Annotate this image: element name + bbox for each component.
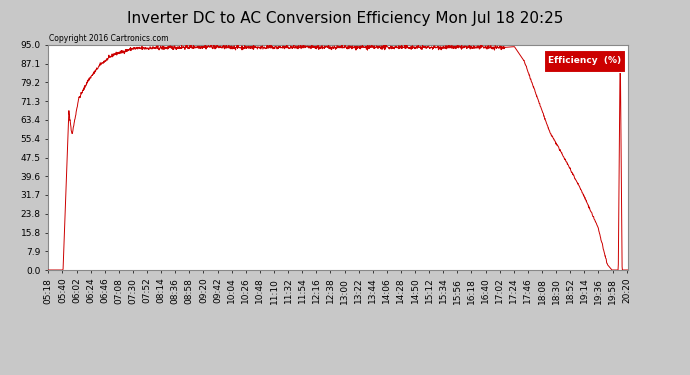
Text: Copyright 2016 Cartronics.com: Copyright 2016 Cartronics.com [50,34,169,43]
Text: Inverter DC to AC Conversion Efficiency Mon Jul 18 20:25: Inverter DC to AC Conversion Efficiency … [127,11,563,26]
